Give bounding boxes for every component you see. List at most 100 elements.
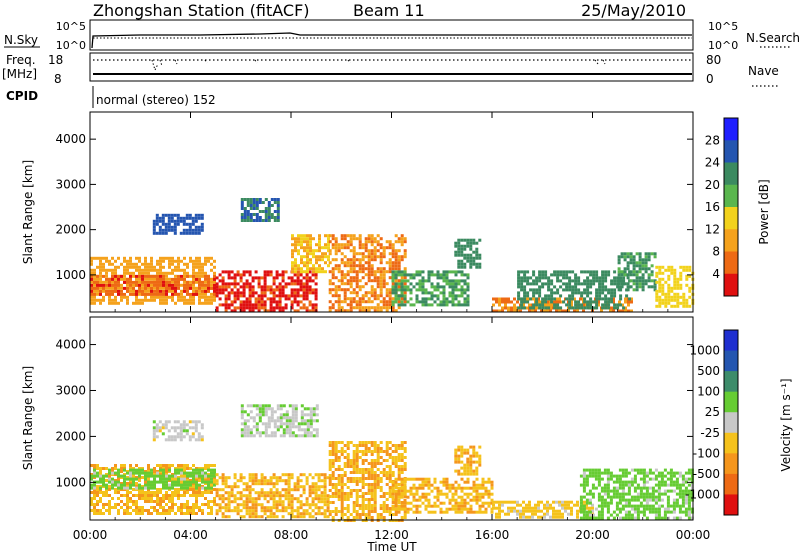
scatter-cell [454,448,458,452]
scatter-cell [352,249,356,253]
scatter-cell [114,506,117,509]
scatter-cell [594,516,598,520]
scatter-cell [144,268,147,272]
scatter-cell [346,273,350,277]
scatter-cell [397,486,401,490]
scatter-cell [331,246,335,250]
scatter-cell [430,303,434,307]
scatter-cell [180,483,183,487]
scatter-cell [624,492,628,496]
scatter-cell [370,483,374,486]
scatter-cell [358,279,362,283]
scatter-cell [589,303,593,307]
scatter-cell [436,489,440,493]
scatter-cell [382,276,386,280]
scatter-cell [200,435,204,439]
scatter-cell [451,285,455,289]
scatter-cell [96,503,99,506]
scatter-cell [156,268,159,272]
scatter-cell [543,512,546,516]
scatter-cell [484,510,488,514]
scatter-cell [343,255,347,259]
scatter-cell [606,510,610,514]
scatter-cell [340,453,344,456]
scatter-cell [314,497,318,501]
scatter-cell [191,222,195,226]
scatter-cell [343,462,347,465]
scatter-cell [215,503,219,507]
scatter-cell [221,494,225,498]
scatter-cell [517,294,521,298]
scatter-cell [96,509,99,512]
scatter-cell [144,283,147,287]
scatter-cell [394,291,398,295]
scatter-cell [635,261,639,265]
scatter-cell [246,431,250,435]
scatter-cell [150,274,153,278]
scatter-cell [358,258,362,262]
scatter-cell [264,428,268,432]
scatter-cell [297,249,300,253]
scatter-cell [534,309,537,313]
scatter-cell [498,515,501,519]
scatter-cell [469,510,473,514]
scatter-cell [442,297,446,301]
scatter-cell [537,300,540,304]
scatter-cell [415,270,419,274]
scatter-cell [568,288,572,292]
scatter-cell [254,479,258,483]
scatter-cell [607,270,611,274]
scatter-cell [400,255,404,259]
scatter-cell [580,306,584,310]
scatter-cell [299,494,303,498]
scatter-cell [240,428,244,432]
scatter-cell [108,301,111,305]
scatter-cell [192,503,195,506]
scatter-cell [466,276,470,280]
scatter-cell [617,261,621,265]
scatter-cell [126,268,129,272]
scatter-cell [300,413,304,417]
scatter-cell [460,294,464,298]
scatter-cell [278,479,282,483]
scatter-cell [284,294,288,298]
scatter-cell [397,288,401,292]
scatter-cell [577,291,581,295]
scatter-cell [297,240,300,244]
scatter-cell [400,459,404,462]
scatter-cell [153,283,156,287]
scatter-cell [183,262,186,266]
scatter-cell [337,267,341,271]
scatter-cell [460,285,464,289]
scatter-cell [328,495,332,498]
scatter-cell [275,300,279,304]
scatter-cell [358,246,362,250]
scatter-cell [108,485,111,488]
scatter-cell [186,503,189,506]
scatter-cell [364,441,368,444]
scatter-cell [165,289,168,293]
scatter-cell [391,480,395,484]
scatter-cell [673,271,677,275]
scatter-cell [629,279,633,283]
scatter-cell [582,507,586,511]
scatter-cell [385,294,389,298]
scatter-cell [585,516,589,520]
scatter-cell [99,280,102,284]
scatter-cell [364,249,368,253]
scatter-cell [162,265,165,269]
scatter-cell [667,265,671,269]
scatter-cell [391,507,395,511]
scatter-cell [442,288,446,292]
scatter-cell [603,504,607,508]
scatter-cell [162,256,165,260]
scatter-cell [349,267,353,271]
scatter-cell [249,198,253,201]
scatter-cell [585,480,589,484]
scatter-cell [272,497,276,501]
scatter-cell [267,201,271,204]
scatter-cell [475,262,479,266]
scatter-cell [424,303,428,307]
scatter-cell [102,467,105,470]
scatter-cell [233,291,237,295]
